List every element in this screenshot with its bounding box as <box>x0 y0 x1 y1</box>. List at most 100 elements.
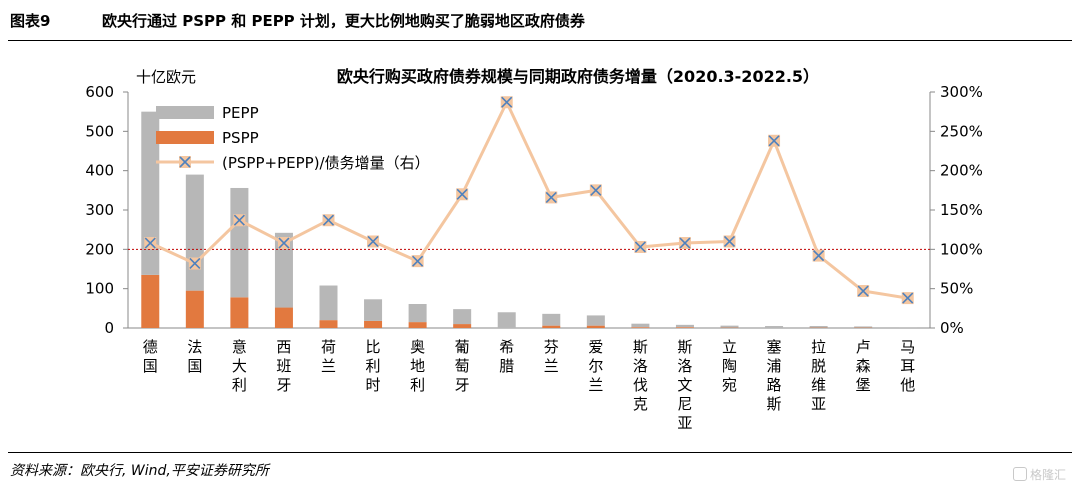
x-tick-char: 国 <box>187 357 202 375</box>
x-tick-label: 荷兰 <box>321 338 336 375</box>
figure-footer: 资料来源：欧央行, Wind,平安证券研究所 格隆汇 <box>0 446 1080 494</box>
axes: 0 100 200 300 400 500 600 0% 50% 100% 150% 200% 250%… <box>85 83 983 337</box>
bar-pepp <box>542 313 561 326</box>
bar-pepp <box>364 299 383 321</box>
source-note: 资料来源：欧央行, Wind,平安证券研究所 <box>10 463 269 479</box>
figure-title: 欧央行通过 PSPP 和 PEPP 计划，更大比例地购买了脆弱地区政府债券 <box>102 12 585 30</box>
bar-pepp <box>141 111 160 275</box>
x-tick-char: 浦 <box>767 357 782 375</box>
x-tick-char: 牙 <box>455 376 470 394</box>
line-point <box>901 292 914 305</box>
x-tick-char: 路 <box>767 376 782 394</box>
line-point <box>188 257 201 270</box>
x-tick-char: 堡 <box>856 376 871 394</box>
bar-pepp <box>497 312 516 328</box>
x-tick-char: 亚 <box>677 414 692 432</box>
line-point <box>456 188 469 201</box>
bar-pspp <box>631 327 650 328</box>
point-marker-cross-icon <box>144 237 156 249</box>
point-marker-cross-icon <box>634 241 646 253</box>
point-marker-cross-icon <box>367 235 379 248</box>
right-tick-label: 150% <box>940 201 983 219</box>
right-tick-label: 50% <box>940 280 973 298</box>
line-point <box>589 184 602 197</box>
line-point <box>723 235 736 248</box>
watermark: 格隆汇 <box>1012 466 1066 483</box>
figure-header: 图表9 欧央行通过 PSPP 和 PEPP 计划，更大比例地购买了脆弱地区政府债… <box>0 0 1080 44</box>
x-tick-char: 他 <box>900 376 915 394</box>
x-tick-char: 利 <box>232 376 247 394</box>
left-tick-label: 200 <box>85 240 114 258</box>
line-point <box>500 96 513 109</box>
bar-pepp <box>765 326 784 328</box>
x-tick-char: 芬 <box>544 338 559 356</box>
point-marker-cross-icon <box>545 191 557 203</box>
line-point <box>144 237 157 250</box>
bar-pepp <box>631 323 650 328</box>
x-tick-char: 斯 <box>633 338 648 356</box>
left-tick-label: 300 <box>85 201 114 219</box>
bar-pepp <box>408 304 427 323</box>
line-point <box>322 214 335 227</box>
x-tick-char: 洛 <box>677 357 692 375</box>
x-tick-char: 兰 <box>544 357 559 375</box>
line-point <box>545 191 558 204</box>
x-tick-label: 立陶宛 <box>722 338 737 394</box>
header-rule <box>8 40 1072 41</box>
bar-pepp <box>185 174 204 291</box>
bar-pepp <box>319 285 338 321</box>
x-tick-char: 希 <box>499 338 514 356</box>
x-tick-label: 西班牙 <box>276 338 291 394</box>
line-point <box>411 255 424 268</box>
x-tick-label: 比利时 <box>366 338 381 394</box>
right-tick-label: 100% <box>940 240 983 258</box>
x-tick-label: 卢森堡 <box>856 338 871 394</box>
point-marker-cross-icon <box>322 214 335 226</box>
x-tick-char: 国 <box>143 357 158 375</box>
bar-pspp <box>185 290 204 328</box>
x-tick-label: 爱尔兰 <box>588 338 603 394</box>
x-tick-char: 兰 <box>321 357 336 375</box>
left-tick-label: 100 <box>85 280 114 298</box>
x-tick-char: 脱 <box>811 357 826 375</box>
left-tick-label: 400 <box>85 162 114 180</box>
legend-swatch-pepp <box>156 106 214 119</box>
line-point <box>768 134 781 147</box>
point-marker-cross-icon <box>233 214 245 226</box>
x-tick-label: 芬兰 <box>544 338 559 375</box>
left-axis-unit: 十亿欧元 <box>136 68 196 86</box>
line-point <box>233 214 246 227</box>
legend-label-pspp: PSPP <box>222 129 259 147</box>
legend: PEPP PSPP (PSPP+PEPP)/债务增量（右） <box>156 104 430 172</box>
bar-pepp <box>809 326 828 328</box>
point-marker-cross-icon <box>679 237 691 249</box>
bar-pepp <box>898 327 917 328</box>
x-tick-char: 利 <box>366 357 381 375</box>
bar-pspp <box>675 327 694 328</box>
figure-number: 图表9 <box>10 12 51 30</box>
point-marker-cross-icon <box>813 250 825 262</box>
x-tick-label: 斯洛伐克 <box>633 338 648 413</box>
x-tick-char: 立 <box>722 338 737 356</box>
line-point <box>634 240 647 253</box>
x-tick-char: 大 <box>232 357 247 375</box>
line-point <box>367 235 380 248</box>
bar-pspp <box>586 325 605 328</box>
line-point <box>812 249 825 262</box>
point-marker-cross-icon <box>902 292 914 304</box>
x-tick-char: 斯 <box>677 338 692 356</box>
x-tick-char: 法 <box>187 338 202 356</box>
x-tick-char: 塞 <box>767 338 782 356</box>
right-tick-label: 200% <box>940 162 983 180</box>
x-tick-char: 克 <box>633 395 648 413</box>
x-tick-char: 洛 <box>633 357 648 375</box>
x-tick-char: 文 <box>677 376 692 394</box>
bar-pepp <box>720 325 739 328</box>
x-tick-label: 德国 <box>143 338 158 375</box>
x-tick-char: 比 <box>366 338 381 356</box>
right-tick-label: 250% <box>940 122 983 140</box>
watermark-logo-icon <box>1012 467 1027 481</box>
x-tick-char: 兰 <box>588 376 603 394</box>
x-tick-char: 奥 <box>410 338 425 356</box>
point-marker-cross-icon <box>189 257 201 270</box>
